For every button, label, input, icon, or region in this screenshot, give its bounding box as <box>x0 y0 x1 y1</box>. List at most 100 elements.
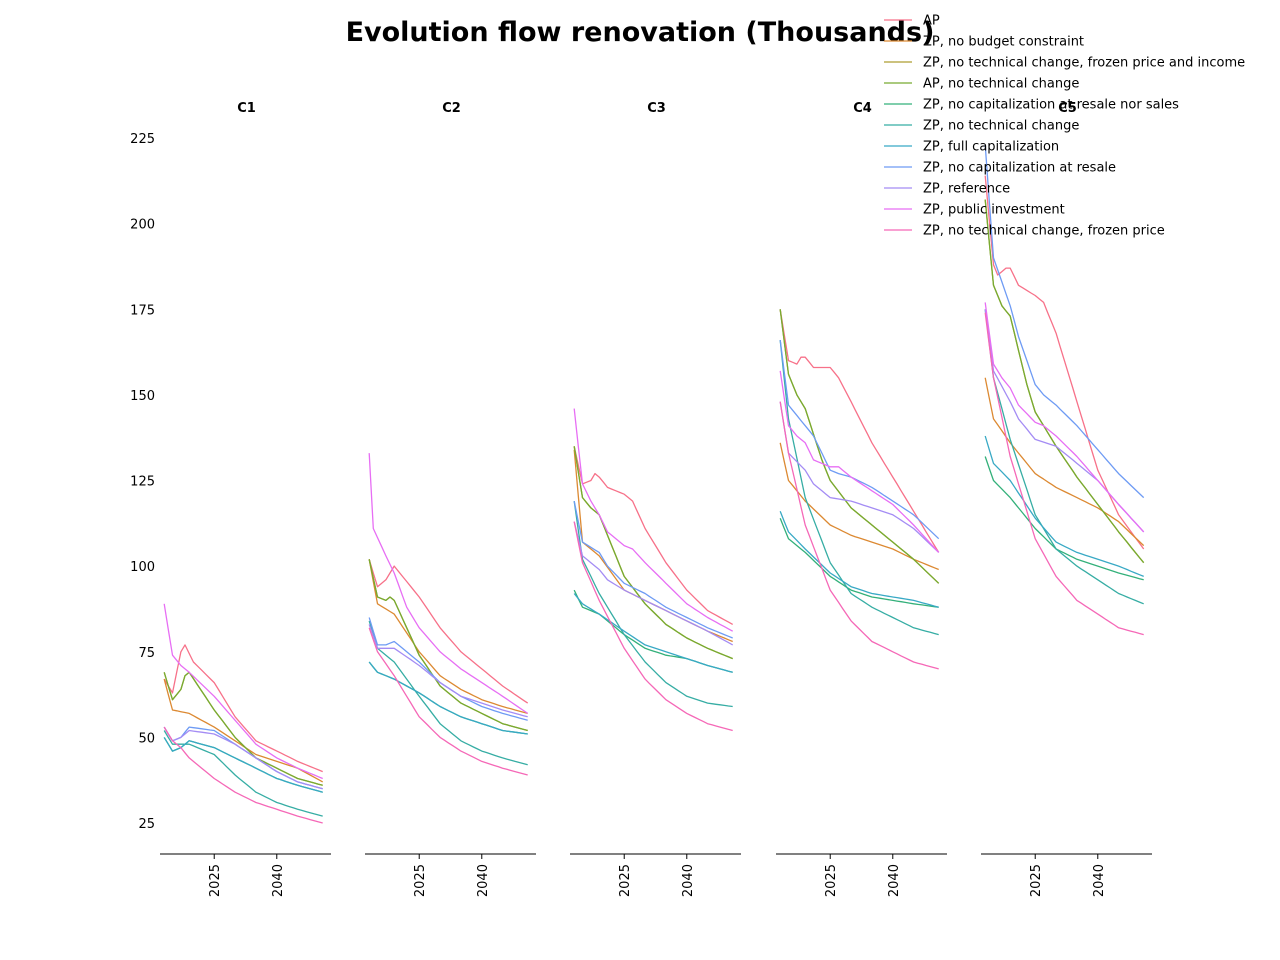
y-tick-label: 75 <box>138 646 155 661</box>
panel-c1: C1 2025 2040 <box>160 101 331 897</box>
series-line-zp-reference <box>573 521 734 646</box>
series-line-zp-no-capitalization-at-resale-nor-sales <box>779 517 939 608</box>
legend: AP ZP, no budget constraint ZP, no technic… <box>884 14 1245 239</box>
legend-item: AP <box>884 14 940 29</box>
series-line-zp-reference <box>163 726 323 790</box>
series-line-zp-public-investment <box>779 370 940 553</box>
y-tick-label: 100 <box>130 560 155 575</box>
series-line-ap <box>368 559 529 704</box>
panel-c2: C2 2025 2040 <box>365 101 536 897</box>
legend-label: ZP, full capitalization <box>923 140 1059 155</box>
x-tick-label: 2040 <box>271 864 286 897</box>
series-line-zp-no-capitalization-at-resale <box>368 617 528 721</box>
series-line-zp-no-technical-change-frozen-price <box>163 726 323 824</box>
series-line-zp-no-budget-constraint <box>984 377 1145 547</box>
legend-item: ZP, public investment <box>884 203 1065 218</box>
series-line-zp-reference <box>779 401 940 553</box>
y-tick-label: 150 <box>130 389 155 404</box>
series-line-ap <box>779 309 940 553</box>
series-line-zp-no-technical-change <box>368 620 528 766</box>
series-line-zp-no-capitalization-at-resale <box>163 726 323 790</box>
series-line-zp-no-technical-change-frozen-price-and-income <box>573 446 733 660</box>
panel-c5: C5 2025 2040 <box>981 101 1152 897</box>
legend-label: ZP, reference <box>923 182 1010 197</box>
panel-c3: C3 2025 2040 <box>570 101 741 897</box>
series-line-zp-no-technical-change <box>163 730 323 817</box>
series-line-zp-no-capitalization-at-resale <box>779 340 940 540</box>
series-line-zp-no-technical-change-frozen-price-and-income <box>779 309 940 584</box>
series-line-zp-no-capitalization-at-resale <box>984 144 1145 499</box>
series-line-ap-no-technical-change <box>573 446 733 660</box>
x-tick-label: 2025 <box>413 864 428 897</box>
legend-item: ZP, no technical change <box>884 119 1079 134</box>
legend-item: ZP, no technical change, frozen price <box>884 224 1165 239</box>
x-tick-label: 2025 <box>618 864 633 897</box>
x-tick-label: 2040 <box>681 864 696 897</box>
series-line-zp-public-investment <box>984 302 1145 533</box>
series-line-ap-no-technical-change <box>368 559 528 732</box>
legend-item: ZP, reference <box>884 182 1010 197</box>
y-tick-label: 125 <box>130 475 155 490</box>
legend-item: ZP, full capitalization <box>884 140 1059 155</box>
series-line-zp-public-investment <box>163 603 323 780</box>
panels: C1 2025 2040 C2 2025 2040 C3 2025 2040 C4 2025 2040… <box>160 101 1152 897</box>
legend-label: ZP, no technical change <box>923 119 1079 134</box>
series-line-zp-full-capitalization <box>573 593 733 673</box>
series-line-zp-full-capitalization <box>163 737 323 793</box>
panel-title: C1 <box>237 101 256 116</box>
series-line-zp-no-budget-constraint <box>779 442 939 571</box>
series-line-zp-no-technical-change-frozen-price-and-income <box>368 559 528 732</box>
legend-item: ZP, no capitalization at resale nor sale… <box>884 98 1179 113</box>
series-line-zp-reference <box>368 624 528 718</box>
series-line-ap <box>984 175 1145 550</box>
series-line-zp-full-capitalization <box>368 661 528 735</box>
series-line-zp-public-investment <box>573 408 734 632</box>
legend-item: ZP, no technical change, frozen price an… <box>884 56 1245 71</box>
series-line-zp-no-technical-change-frozen-price <box>368 627 528 776</box>
series-line-ap-no-technical-change <box>779 309 940 584</box>
series-line-zp-no-capitalization-at-resale-nor-sales <box>368 661 528 735</box>
x-tick-label: 2040 <box>476 864 491 897</box>
series-line-zp-no-budget-constraint <box>368 559 528 715</box>
legend-label: ZP, no technical change, frozen price <box>923 224 1165 239</box>
series-line-zp-no-technical-change <box>573 501 733 708</box>
y-tick-label: 50 <box>138 731 155 746</box>
series-line-zp-no-technical-change <box>984 309 1144 605</box>
legend-item: ZP, no budget constraint <box>884 35 1084 50</box>
legend-label: AP, no technical change <box>923 77 1079 92</box>
series-line-zp-no-capitalization-at-resale-nor-sales <box>984 456 1144 581</box>
legend-label: ZP, public investment <box>923 203 1065 218</box>
series-line-ap <box>163 644 323 773</box>
series-line-ap <box>573 446 734 625</box>
panel-title: C3 <box>647 101 666 116</box>
series-line-zp-no-technical-change-frozen-price <box>573 521 733 732</box>
y-tick-label: 200 <box>130 218 155 233</box>
y-tick-label: 225 <box>130 132 155 147</box>
x-tick-label: 2025 <box>208 864 223 897</box>
legend-label: ZP, no capitalization at resale <box>923 161 1116 176</box>
legend-label: ZP, no technical change, frozen price an… <box>923 56 1245 71</box>
panel-title: C5 <box>1058 101 1077 116</box>
chart-title: Evolution flow renovation (Thousands) <box>346 17 935 48</box>
x-tick-label: 2025 <box>1029 864 1044 897</box>
x-tick-label: 2040 <box>887 864 902 897</box>
x-tick-label: 2025 <box>824 864 839 897</box>
x-tick-label: 2040 <box>1092 864 1107 897</box>
legend-label: ZP, no budget constraint <box>923 35 1084 50</box>
series-line-zp-full-capitalization <box>779 511 939 608</box>
series-line-zp-no-capitalization-at-resale <box>573 500 733 639</box>
panel-c4: C4 2025 2040 <box>776 101 947 897</box>
y-tick-label: 175 <box>130 303 155 318</box>
series-line-zp-no-technical-change-frozen-price <box>779 401 939 670</box>
legend-item: AP, no technical change <box>884 77 1079 92</box>
series-line-zp-no-technical-change-frozen-price <box>984 312 1144 636</box>
y-tick-label: 25 <box>138 817 155 832</box>
legend-label: AP <box>923 14 940 29</box>
series-line-ap-no-technical-change <box>984 199 1145 564</box>
panel-title: C2 <box>442 101 461 116</box>
series-line-zp-full-capitalization <box>984 435 1144 578</box>
panel-title: C4 <box>853 101 872 116</box>
series-line-zp-no-technical-change-frozen-price-and-income <box>984 199 1145 564</box>
series-line-zp-public-investment <box>368 453 529 714</box>
